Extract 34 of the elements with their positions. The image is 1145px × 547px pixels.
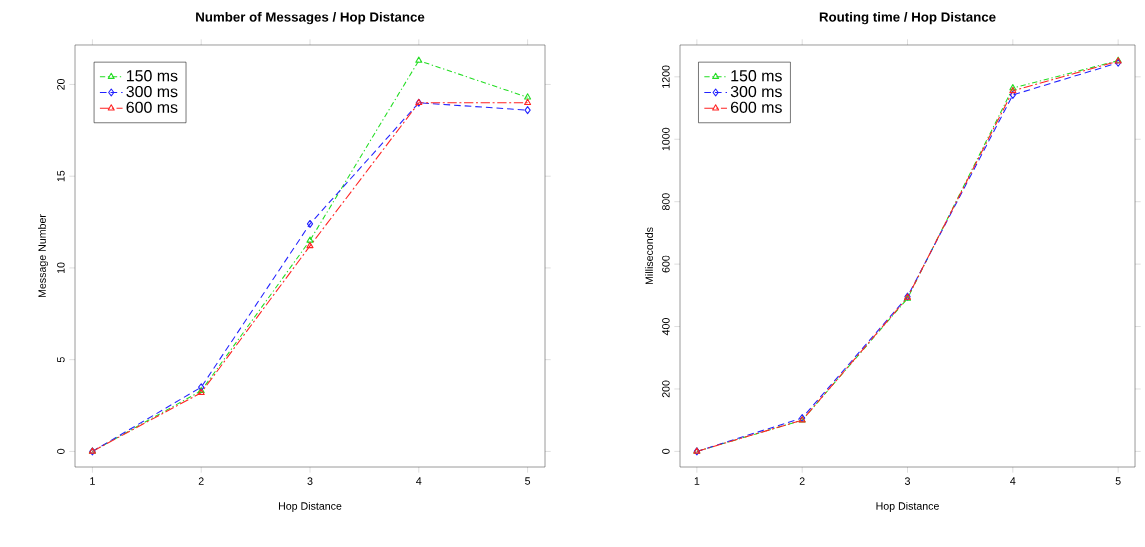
x-tick-label: 4	[1010, 477, 1016, 485]
chart-title: Routing time / Hop Distance	[819, 11, 996, 25]
legend-label: 300 ms	[730, 85, 782, 98]
y-tick-label: 15	[57, 170, 65, 182]
y-tick-label: 1000	[662, 127, 670, 151]
chart-title: Number of Messages / Hop Distance	[196, 11, 425, 25]
x-tick-label: 4	[416, 477, 422, 485]
x-axis-title: Hop Distance	[876, 501, 939, 512]
y-tick-label: 10	[57, 262, 65, 274]
legend-label: 150 ms	[126, 70, 178, 82]
x-tick-label: 1	[694, 477, 700, 485]
x-tick-label: 5	[1115, 477, 1121, 485]
x-axis-title: Hop Distance	[278, 501, 342, 512]
x-tick-label: 2	[198, 477, 204, 485]
y-tick-label: 800	[662, 193, 670, 211]
y-axis-title: Milliseconds	[645, 227, 653, 285]
legend-label: 150 ms	[731, 70, 782, 82]
y-tick-label: 0	[57, 448, 65, 454]
x-tick-label: 5	[525, 477, 531, 485]
y-tick-label: 400	[662, 318, 670, 336]
y-tick-label: 200	[662, 380, 670, 398]
y-axis-title: Message Number	[38, 214, 48, 298]
legend-label: 600 ms	[126, 101, 178, 113]
legend-label: 300 ms	[126, 85, 178, 98]
x-tick-label: 1	[90, 477, 95, 485]
x-tick-label: 3	[307, 477, 313, 485]
y-tick-label: 1200	[662, 65, 670, 88]
x-tick-label: 3	[904, 477, 910, 485]
legend-label: 600 ms	[730, 101, 782, 113]
x-tick-label: 2	[799, 477, 805, 485]
y-tick-label: 20	[57, 78, 65, 90]
y-tick-label: 0	[662, 448, 670, 454]
y-tick-label: 5	[57, 357, 65, 363]
y-tick-label: 600	[662, 255, 670, 273]
